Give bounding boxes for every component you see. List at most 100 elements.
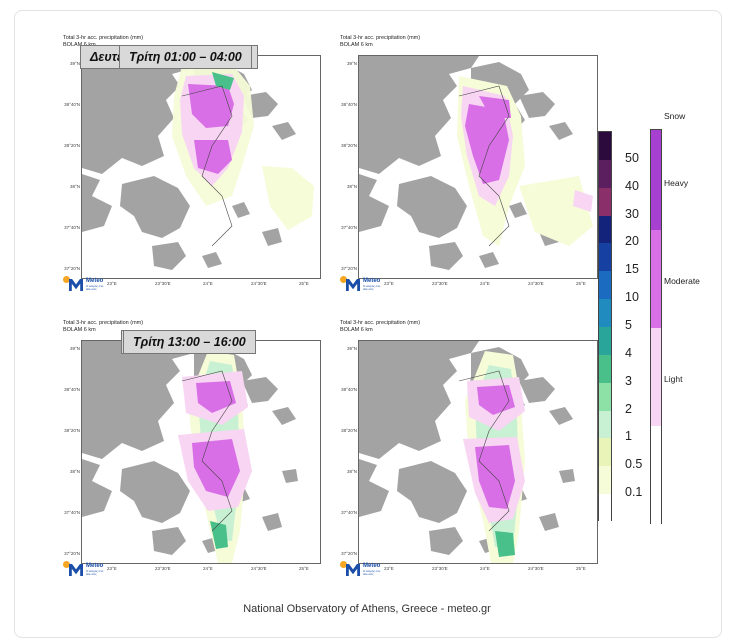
panel-header-line: BOLAM 6 km xyxy=(340,42,373,48)
colorbar-segment xyxy=(599,271,611,300)
longitude-tick: 24°30'E xyxy=(528,281,544,286)
panel-header-line: BOLAM 6 km xyxy=(63,327,96,333)
longitude-tick: 24°30'E xyxy=(251,281,267,286)
colorbar-segment xyxy=(599,159,611,188)
colorbar-label: 0.1 xyxy=(625,485,643,500)
latitude-tick: 39°N xyxy=(346,61,357,66)
m-logo-icon xyxy=(346,564,360,576)
snow-colorbar-segment xyxy=(651,328,661,426)
colorbar-label: 5 xyxy=(625,318,632,332)
latitude-tick: 38°N xyxy=(346,469,357,474)
colorbar-segment xyxy=(599,132,611,160)
longitude-tick: 23°30'E xyxy=(155,566,171,571)
map-drawing xyxy=(82,341,298,563)
snow-colorbar xyxy=(650,129,662,525)
longitude-tick: 25°E xyxy=(299,281,309,286)
m-logo-icon xyxy=(346,279,360,291)
longitude-tick: 25°E xyxy=(299,566,309,571)
colorbar-segment xyxy=(599,354,611,383)
logo-tagline: Ο καιρός στο site σας xyxy=(363,569,381,576)
latitude-tick: 39°N xyxy=(69,61,80,66)
longitude-tick: 24°E xyxy=(480,281,490,286)
forecast-map-panel: Total 3-hr acc. precipitation (mm) BOLAM… xyxy=(119,35,602,294)
colorbar-segment xyxy=(599,243,611,272)
logo-text: Meteo xyxy=(86,278,104,284)
longitude-tick: 25°E xyxy=(576,281,586,286)
map-drawing xyxy=(82,56,314,270)
colorbar-label: 0.5 xyxy=(625,457,643,472)
precipitation-map xyxy=(81,340,321,564)
colorbar-segment xyxy=(599,215,611,244)
panel-header: Total 3-hr acc. precipitation (mm) BOLAM… xyxy=(340,320,420,334)
precipitation-map xyxy=(358,55,598,279)
colorbar-segment xyxy=(599,187,611,216)
colorbar-label: 50 xyxy=(625,150,639,165)
longitude-tick: 23°E xyxy=(384,281,394,286)
longitude-tick: 23°30'E xyxy=(432,566,448,571)
forecast-map-panel: Total 3-hr acc. precipitation (mm) BOLAM… xyxy=(63,320,325,578)
snow-colorbar-segment xyxy=(651,230,661,328)
meteo-logo: Meteo Ο καιρός στο site σας xyxy=(63,561,113,579)
longitude-tick: 25°E xyxy=(576,566,586,571)
colorbar-segment xyxy=(599,299,611,327)
latitude-tick: 38°40'N xyxy=(64,102,80,107)
panel-header: Total 3-hr acc. precipitation (mm) BOLAM… xyxy=(63,320,143,334)
panel-title: Τρίτη 01:00 – 04:00 xyxy=(119,45,252,69)
latitude-tick: 37°20'N xyxy=(64,266,80,271)
latitude-tick: 38°N xyxy=(346,184,357,189)
colorbar-label: 1 xyxy=(625,429,632,444)
forecast-map-panel: Total 3-hr acc. precipitation (mm) BOLAM… xyxy=(63,35,325,293)
longitude-tick: 23°E xyxy=(107,281,117,286)
colorbar-label: 15 xyxy=(625,262,639,277)
m-logo-icon xyxy=(69,279,83,291)
snow-level-label: Moderate xyxy=(664,276,700,286)
snow-colorbar-segment xyxy=(651,426,661,525)
panel-title: Τρίτη 13:00 – 16:00 xyxy=(123,330,256,354)
panel-header-line: Total 3-hr acc. precipitation (mm) xyxy=(340,320,421,326)
colorbar-segment xyxy=(599,494,611,522)
latitude-tick: 38°20'N xyxy=(341,428,357,433)
longitude-tick: 23°30'E xyxy=(155,281,171,286)
colorbar-label: 40 xyxy=(625,178,639,193)
panel-header: Total 3-hr acc. precipitation (mm) BOLAM… xyxy=(63,35,143,49)
longitude-tick: 23°E xyxy=(107,566,117,571)
snow-level-label: Heavy xyxy=(664,178,689,188)
colorbar-label: 20 xyxy=(625,234,639,249)
m-logo-icon xyxy=(69,564,83,576)
sun-icon xyxy=(63,276,70,283)
colorbar-label: 4 xyxy=(625,345,632,360)
logo-tagline: Ο καιρός στο site σας xyxy=(363,284,381,291)
precipitation-colorbar xyxy=(598,131,612,522)
sun-icon xyxy=(63,561,70,568)
colorbar-label: 30 xyxy=(625,206,639,221)
latitude-tick: 37°20'N xyxy=(341,266,357,271)
latitude-tick: 38°40'N xyxy=(64,387,80,392)
meteo-logo: Meteo Ο καιρός στο site σας xyxy=(63,276,113,294)
meteo-logo: Meteo Ο καιρός στο site σας xyxy=(340,276,390,294)
colorbar-segment xyxy=(599,466,611,495)
map-drawing xyxy=(359,56,593,270)
meteo-logo: Meteo Ο καιρός στο site σας xyxy=(340,561,390,579)
panel-header: Total 3-hr acc. precipitation (mm) BOLAM… xyxy=(340,35,420,49)
latitude-tick: 37°40'N xyxy=(64,510,80,515)
forecast-map-panel: Total 3-hr acc. precipitation (mm) BOLAM… xyxy=(123,320,602,579)
colorbar-label: 10 xyxy=(625,290,639,305)
latitude-tick: 37°40'N xyxy=(341,510,357,515)
map-drawing xyxy=(359,341,575,563)
logo-text: Meteo xyxy=(86,563,104,569)
logo-tagline: Ο καιρός στο site σας xyxy=(86,284,104,291)
latitude-tick: 37°40'N xyxy=(341,225,357,230)
panel-header-line: Total 3-hr acc. precipitation (mm) xyxy=(63,320,144,326)
latitude-tick: 38°20'N xyxy=(64,428,80,433)
latitude-tick: 38°40'N xyxy=(341,102,357,107)
panel-header-line: Total 3-hr acc. precipitation (mm) xyxy=(340,35,421,41)
panel-header-line: Total 3-hr acc. precipitation (mm) xyxy=(63,35,144,41)
logo-text: Meteo xyxy=(363,278,381,284)
colorbar-segment xyxy=(599,382,611,411)
figure-credit: National Observatory of Athens, Greece -… xyxy=(243,603,491,615)
longitude-tick: 24°E xyxy=(203,566,213,571)
snow-level-label: Light xyxy=(664,374,683,384)
logo-tagline: Ο καιρός στο site σας xyxy=(86,569,104,576)
longitude-tick: 24°30'E xyxy=(528,566,544,571)
longitude-tick: 23°E xyxy=(384,566,394,571)
